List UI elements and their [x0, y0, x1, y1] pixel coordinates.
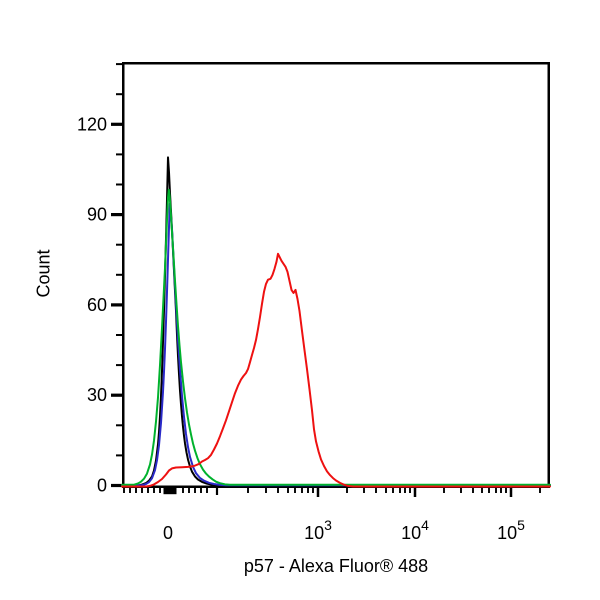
y-tick-label: 90 [87, 205, 107, 225]
y-tick-label: 60 [87, 295, 107, 315]
y-tick-label: 0 [97, 476, 107, 496]
x-axis-title: p57 - Alexa Fluor® 488 [243, 556, 429, 576]
y-tick-label: 120 [77, 114, 107, 134]
x-tick-label: 103 [304, 517, 332, 543]
curve-blue-control [121, 202, 551, 487]
curve-green-control [121, 188, 551, 486]
x-zero-tick-cluster [163, 488, 177, 495]
y-axis-title: Count [33, 249, 54, 298]
curve-red-stained [121, 252, 551, 488]
x-tick-label: 105 [497, 517, 525, 543]
x-tick-label: 104 [401, 517, 429, 543]
plot-border [122, 62, 550, 488]
y-tick-label: 30 [87, 385, 107, 405]
x-tick-label: 0 [163, 523, 173, 543]
